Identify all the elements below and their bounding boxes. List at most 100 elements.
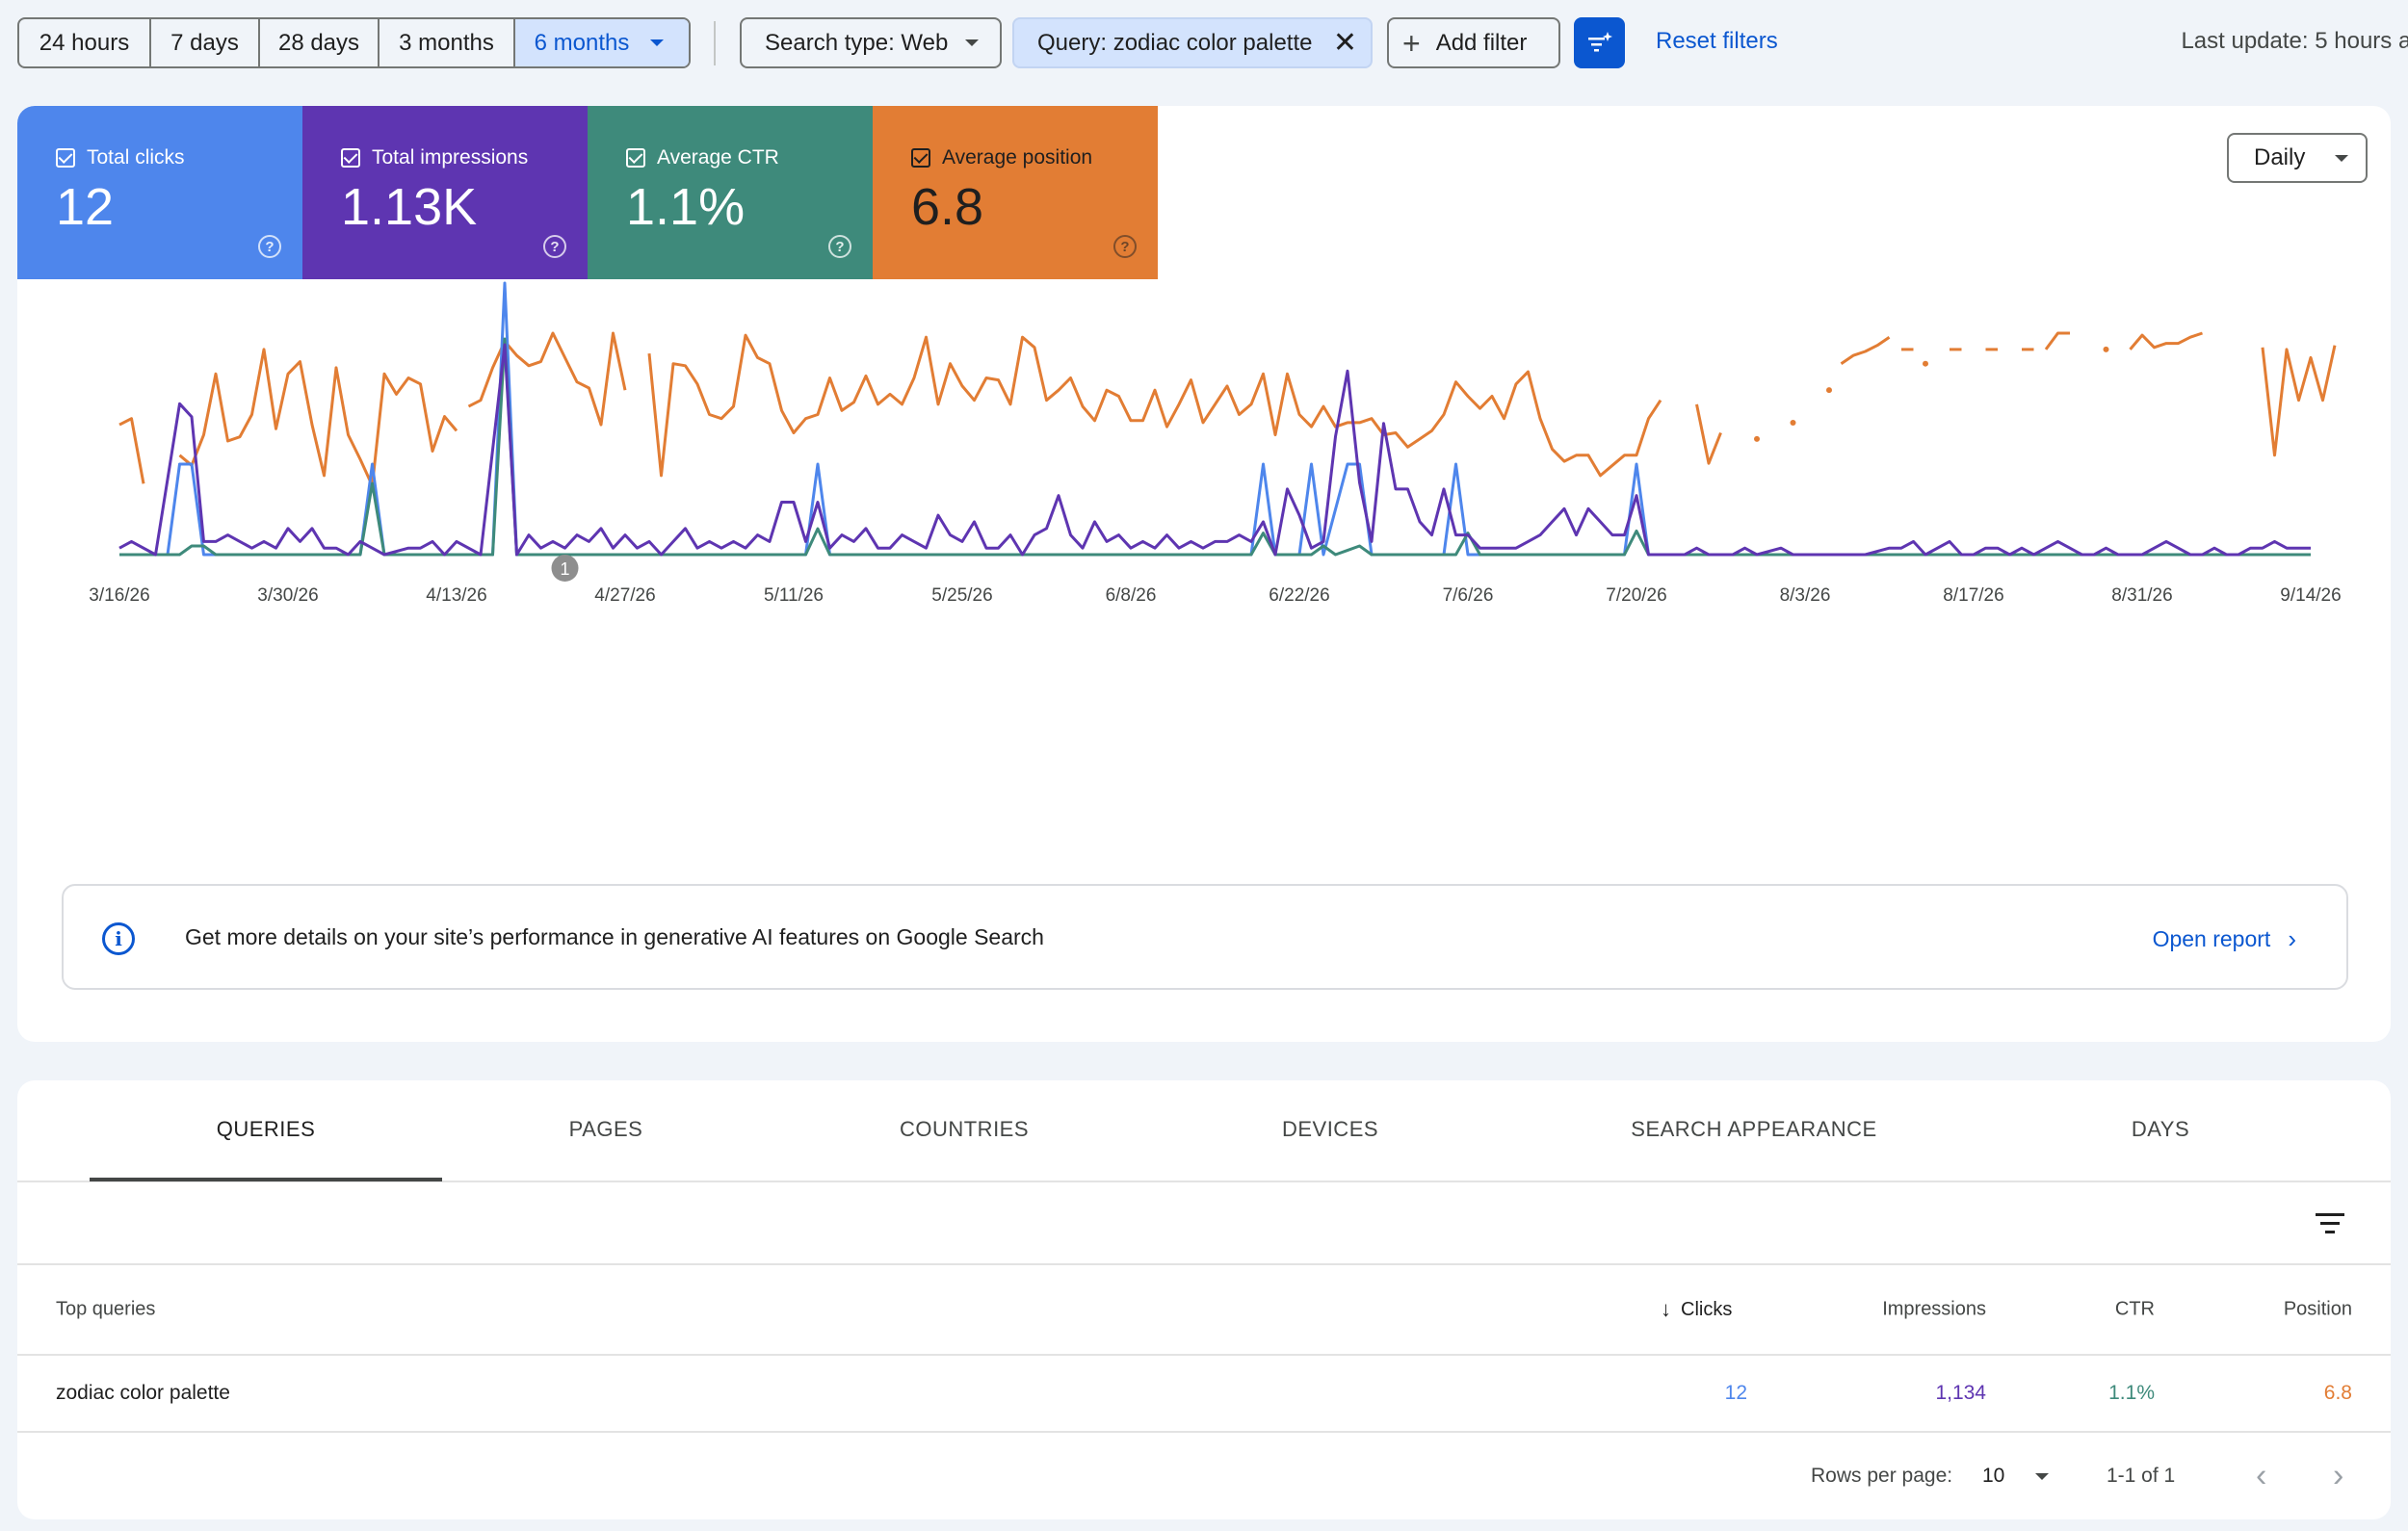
impressions-cell: 1,134 — [1935, 1382, 1986, 1404]
metric-total-clicks[interactable]: Total clicks 12 ? — [17, 106, 302, 279]
query-cell[interactable]: zodiac color palette — [56, 1382, 230, 1404]
search-type-label: Search type: Web — [765, 29, 949, 56]
series-line-average-position — [2044, 331, 2070, 350]
filter-bar: 24 hours 7 days 28 days 3 months 6 month… — [0, 0, 2408, 85]
tab-pages[interactable]: PAGES — [568, 1117, 643, 1141]
series-point — [1754, 435, 1760, 442]
range-3-months-button[interactable]: 3 months — [380, 19, 515, 66]
previous-page-icon[interactable]: ‹ — [2256, 1457, 2267, 1494]
series-line-average-position — [647, 333, 1662, 478]
chevron-down-icon — [650, 39, 665, 46]
column-header-clicks[interactable]: ↓ Clicks — [1661, 1297, 1732, 1322]
plus-icon: + — [1402, 25, 1421, 61]
banner-text: Get more details on your site’s performa… — [185, 924, 1044, 949]
metric-label: Total impressions — [372, 146, 529, 169]
help-icon[interactable]: ? — [543, 235, 566, 258]
help-icon[interactable]: ? — [828, 235, 851, 258]
checkbox-icon[interactable] — [626, 148, 645, 168]
rows-per-page-value: 10 — [1982, 1465, 2005, 1487]
info-icon: i — [102, 922, 135, 955]
series-point — [2103, 346, 2109, 352]
series-line-average-position — [1840, 335, 1891, 365]
page-range-text: 1-1 of 1 — [2107, 1465, 2176, 1487]
search-type-filter[interactable]: Search type: Web — [740, 17, 1002, 68]
tab-devices[interactable]: DEVICES — [1281, 1117, 1379, 1141]
checkbox-icon[interactable] — [911, 148, 930, 168]
chevron-down-icon — [2335, 154, 2348, 162]
column-header-position[interactable]: Position — [2283, 1298, 2352, 1320]
x-tick-label: 8/31/26 — [2111, 585, 2172, 606]
series-line-average-position — [178, 348, 458, 487]
column-header-ctr[interactable]: CTR — [2114, 1298, 2155, 1320]
series-line-average-position — [2261, 345, 2337, 457]
tab-queries[interactable]: QUERIES — [216, 1117, 316, 1141]
column-header-top-queries[interactable]: Top queries — [56, 1298, 156, 1320]
chevron-down-icon — [2035, 1472, 2050, 1480]
series-point — [1826, 387, 1832, 394]
checkbox-icon[interactable] — [56, 148, 75, 168]
pagination: Rows per page: 10 1-1 of 1 ‹ › — [17, 1433, 2391, 1519]
annotation-marker[interactable] — [551, 555, 579, 582]
next-page-icon[interactable]: › — [2333, 1457, 2344, 1494]
ai-features-banner: i Get more details on your site’s perfor… — [62, 884, 2348, 990]
close-icon[interactable]: ✕ — [1332, 26, 1357, 59]
metric-average-position[interactable]: Average position 6.8 ? — [873, 106, 1158, 279]
metric-average-ctr[interactable]: Average CTR 1.1% ? — [588, 106, 873, 279]
x-tick-label: 6/8/26 — [1106, 585, 1157, 606]
x-tick-label: 3/16/26 — [89, 585, 149, 606]
last-update-text: Last update: 5 hours ago — [2181, 28, 2408, 54]
open-report-link[interactable]: Open report › — [2153, 924, 2296, 954]
filter-icon[interactable] — [2316, 1211, 2344, 1236]
performance-card: Total clicks 12 ? Total impressions 1.13… — [17, 106, 2391, 1042]
metric-total-impressions[interactable]: Total impressions 1.13K ? — [302, 106, 588, 279]
table-toolbar — [17, 1182, 2391, 1265]
position-cell: 6.8 — [2323, 1382, 2352, 1404]
tab-search-appearance[interactable]: SEARCH APPEARANCE — [1631, 1117, 1877, 1141]
reset-filters-link[interactable]: Reset filters — [1656, 28, 1778, 54]
dimension-table-card: QUERIES PAGES COUNTRIES DEVICES SEARCH A… — [17, 1080, 2391, 1519]
x-tick-label: 3/30/26 — [257, 585, 318, 606]
range-7-days-button[interactable]: 7 days — [151, 19, 260, 66]
x-tick-label: 6/22/26 — [1269, 585, 1329, 606]
rows-per-page-select[interactable]: 10 — [1982, 1465, 2050, 1488]
help-icon[interactable]: ? — [1113, 235, 1137, 258]
ctr-cell: 1.1% — [2108, 1382, 2155, 1404]
metric-value: 12 — [56, 178, 115, 236]
range-24-hours-button[interactable]: 24 hours — [19, 19, 151, 66]
clicks-cell: 12 — [1724, 1382, 1747, 1404]
divider — [714, 21, 716, 65]
series-line-average-ctr — [119, 337, 2311, 557]
series-line-average-position — [1695, 403, 1722, 465]
checkbox-icon[interactable] — [341, 148, 360, 168]
x-tick-label: 8/17/26 — [1943, 585, 2003, 606]
active-tab-indicator — [90, 1178, 442, 1181]
ai-filter-button[interactable] — [1574, 17, 1625, 68]
x-tick-label: 8/3/26 — [1780, 585, 1831, 606]
arrow-down-icon: ↓ — [1661, 1297, 1671, 1321]
range-6-months-label: 6 months — [534, 29, 630, 56]
metric-label: Average position — [942, 146, 1093, 169]
table-row[interactable]: zodiac color palette 12 1,134 1.1% 6.8 — [17, 1356, 2391, 1433]
range-28-days-button[interactable]: 28 days — [260, 19, 380, 66]
range-6-months-button[interactable]: 6 months — [515, 19, 689, 66]
sparkle-filter-icon — [1587, 31, 1612, 51]
rows-per-page-label: Rows per page: — [1811, 1465, 1953, 1487]
metric-value: 1.1% — [626, 178, 746, 236]
series-point — [1923, 360, 1928, 367]
add-filter-label: Add filter — [1435, 29, 1528, 56]
date-range-selector: 24 hours 7 days 28 days 3 months 6 month… — [17, 17, 691, 68]
help-icon[interactable]: ? — [258, 235, 281, 258]
query-filter-chip[interactable]: Query: zodiac color palette ✕ — [1012, 17, 1373, 68]
x-tick-label: 4/13/26 — [426, 585, 486, 606]
series-line-average-position — [118, 417, 145, 484]
add-filter-button[interactable]: + Add filter — [1387, 17, 1560, 68]
chevron-right-icon: › — [2288, 924, 2296, 953]
table-header: Top queries ↓ Clicks Impressions CTR Pos… — [17, 1265, 2391, 1356]
performance-chart: 1 3/16/26 3/30/26 4/13/26 4/27/26 5/11/26 5/25… — [89, 281, 2342, 606]
tab-countries[interactable]: COUNTRIES — [899, 1117, 1030, 1141]
series-line-average-position — [2129, 331, 2203, 350]
granularity-dropdown[interactable]: Daily — [2227, 133, 2368, 183]
annotation-marker-label: 1 — [560, 559, 569, 579]
tab-days[interactable]: DAYS — [2131, 1117, 2190, 1141]
column-header-impressions[interactable]: Impressions — [1882, 1298, 1986, 1320]
